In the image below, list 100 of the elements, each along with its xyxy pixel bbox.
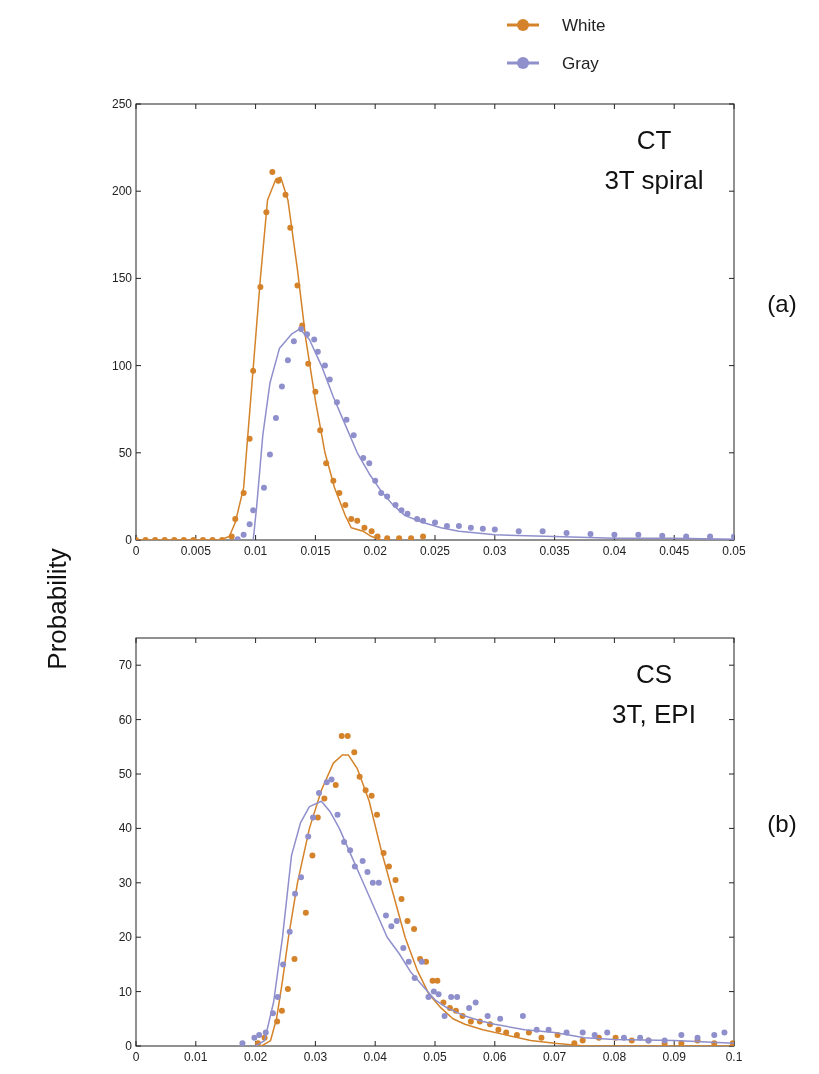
- point: [398, 896, 405, 903]
- x-tick-label: 0.01: [243, 544, 268, 558]
- y-tick-label: 40: [118, 821, 133, 836]
- point: [721, 1029, 728, 1036]
- x-tick-label: 0.035: [539, 544, 570, 558]
- point: [364, 868, 371, 875]
- point: [266, 451, 273, 458]
- point: [342, 502, 349, 509]
- x-tick-label: 0.045: [659, 544, 690, 558]
- point: [484, 1013, 491, 1020]
- annotation: 3T, EPI: [612, 699, 696, 729]
- y-tick-label: 250: [111, 97, 133, 111]
- point: [538, 1034, 545, 1041]
- point: [315, 790, 322, 797]
- point: [250, 507, 257, 514]
- x-tick-label: 0.015: [300, 544, 331, 558]
- annotation: CT: [636, 125, 672, 155]
- point: [348, 516, 355, 523]
- point: [291, 955, 298, 962]
- point: [659, 532, 666, 539]
- x-tick-label: 0.04: [602, 544, 627, 558]
- point: [298, 874, 305, 881]
- point: [604, 1029, 611, 1036]
- x-tick-label: 0.05: [423, 1050, 447, 1064]
- point: [382, 912, 389, 919]
- point: [503, 1029, 510, 1036]
- x-tick-label: 0.005: [180, 544, 212, 558]
- point: [302, 909, 309, 916]
- point: [292, 890, 299, 897]
- point: [284, 985, 291, 992]
- point: [678, 1032, 685, 1039]
- x-tick-label: 0.01: [184, 1050, 208, 1064]
- point: [491, 526, 498, 533]
- text: (b): [767, 810, 797, 837]
- x-tick-label: 0.08: [602, 1050, 627, 1064]
- y-tick-label: 150: [111, 271, 133, 286]
- point: [466, 1004, 473, 1011]
- x-tick-label: 0.03: [303, 1050, 328, 1064]
- text: (a): [767, 290, 797, 317]
- y-tick-label: 10: [118, 984, 133, 999]
- point: [368, 528, 375, 535]
- point: [344, 732, 351, 739]
- point: [286, 928, 293, 935]
- point: [309, 852, 316, 859]
- point: [513, 1032, 520, 1039]
- point: [326, 376, 333, 383]
- point: [448, 994, 455, 1001]
- point: [272, 414, 279, 421]
- point: [519, 1013, 526, 1020]
- point: [256, 1032, 263, 1039]
- point: [278, 1007, 285, 1014]
- y-axis-title: Probability: [42, 548, 72, 670]
- legend-label: White: [562, 16, 606, 35]
- point: [497, 1015, 504, 1022]
- point: [369, 879, 376, 886]
- x-tick-label: 0.025: [419, 544, 451, 558]
- point: [314, 348, 321, 355]
- y-tick-label: 50: [118, 767, 133, 781]
- point: [635, 531, 642, 538]
- point: [239, 1040, 246, 1046]
- annotation: CS: [635, 659, 673, 689]
- point: [479, 525, 486, 532]
- point: [321, 795, 328, 802]
- point: [384, 535, 391, 540]
- point: [435, 991, 442, 998]
- point: [432, 519, 438, 526]
- point: [338, 732, 345, 739]
- point: [280, 961, 287, 968]
- point: [455, 523, 462, 530]
- y-tick-label: 0: [125, 533, 133, 547]
- x-tick-label: 0.04: [363, 1050, 388, 1064]
- point: [251, 1034, 258, 1041]
- point: [361, 524, 368, 531]
- point: [351, 749, 358, 756]
- x-tick-label: 0.02: [363, 544, 388, 558]
- point: [515, 528, 522, 535]
- y-tick-label: 50: [118, 445, 133, 460]
- point: [579, 1037, 586, 1044]
- x-tick-label: 0.02: [243, 1050, 268, 1064]
- y-tick-label: 100: [111, 358, 133, 373]
- point: [587, 530, 594, 537]
- legend-label: Gray: [562, 54, 600, 73]
- point: [441, 1013, 448, 1020]
- point: [400, 945, 407, 952]
- point: [246, 521, 253, 528]
- annotation: 3T spiral: [604, 165, 704, 195]
- point: [591, 1032, 598, 1039]
- point: [373, 811, 380, 818]
- line-series: [136, 176, 382, 540]
- point: [260, 484, 267, 491]
- point: [334, 811, 341, 818]
- point: [620, 1034, 627, 1041]
- point: [392, 877, 399, 884]
- y-tick-label: 70: [118, 658, 133, 673]
- point: [425, 994, 432, 1001]
- point: [375, 879, 382, 886]
- point: [404, 917, 411, 924]
- point: [323, 779, 330, 786]
- y-tick-label: 200: [111, 184, 133, 199]
- point: [269, 169, 276, 176]
